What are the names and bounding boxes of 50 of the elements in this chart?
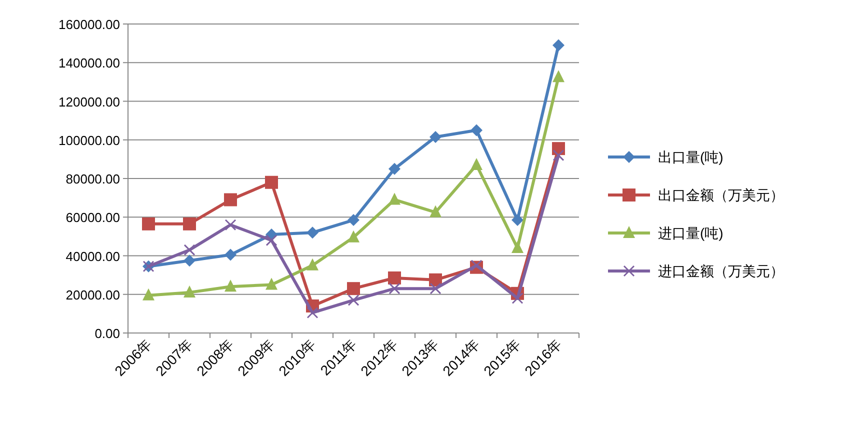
point [552, 150, 564, 162]
point [348, 214, 360, 226]
point [184, 254, 196, 267]
legend-label: 出口量(吨) [658, 149, 724, 165]
y-tick-label: 160000.00 [58, 17, 120, 32]
legend-label: 进口量(吨) [658, 225, 724, 241]
point [224, 193, 237, 206]
point [388, 192, 400, 205]
y-tick-label: 80000.00 [66, 172, 120, 186]
point [512, 292, 524, 304]
y-tick-label: 60000.00 [66, 210, 120, 226]
point [470, 158, 482, 170]
point [347, 282, 360, 296]
point [306, 306, 318, 318]
point [266, 278, 278, 290]
point [306, 258, 318, 270]
legend-label: 出口金额（万美元） [658, 187, 784, 203]
y-tick-label: 100000.00 [58, 132, 120, 148]
y-tick-label: 120000.00 [58, 94, 120, 110]
point [224, 219, 236, 231]
y-tick-label: 0.00 [94, 326, 120, 341]
y-tick-label: 40000.00 [66, 248, 120, 264]
point [512, 214, 524, 226]
point [183, 217, 196, 230]
point [430, 130, 442, 143]
point [142, 288, 154, 300]
point [552, 70, 564, 82]
point [512, 241, 524, 254]
point [224, 280, 236, 292]
point [470, 124, 482, 136]
legend-label: 进口金额（万美元） [658, 263, 784, 279]
point [266, 234, 278, 246]
point [348, 230, 360, 242]
point [142, 217, 155, 230]
point [430, 205, 442, 218]
point [388, 282, 400, 294]
point [265, 176, 278, 189]
point [552, 39, 564, 52]
point [470, 260, 482, 272]
point [306, 226, 318, 239]
y-tick-label: 20000.00 [66, 287, 120, 302]
point [388, 162, 400, 175]
point [348, 294, 360, 306]
point [184, 244, 196, 256]
point [429, 273, 442, 286]
point [430, 282, 442, 294]
point [184, 285, 196, 298]
y-tick-label: 140000.00 [58, 56, 120, 71]
point [388, 271, 401, 284]
point [224, 248, 236, 261]
